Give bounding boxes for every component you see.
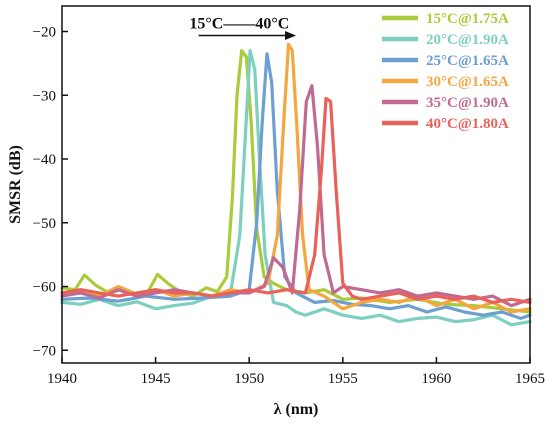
legend-label: 40°C@1.80A [426,116,509,132]
axes: 1940 1945 1950 1955 1960 1965 −70 −60 −50 −40 −30 −… [33,5,545,387]
x-tick-label: 1950 [234,371,264,387]
series-line-5 [60,84,532,308]
x-tick-label: 1940 [47,371,77,387]
annotation-arrow-head [285,31,296,40]
legend-label: 35°C@1.90A [426,95,509,111]
legend-label: 30°C@1.65A [426,74,509,90]
legend: 15°C@1.75A 20°C@1.90A 25°C@1.65A 30°C@1.65A… [382,11,509,132]
annotation: 15°C——40°C [189,16,296,40]
legend-label: 20°C@1.90A [426,32,509,48]
x-tick-label: 1945 [141,371,171,387]
x-tick-label: 1960 [421,371,451,387]
y-tick-label: −40 [33,152,56,168]
x-tick-label: 1955 [328,371,358,387]
series-line-6 [60,96,532,304]
y-tick-label: −20 [33,25,56,41]
y-tick-label: −70 [33,343,56,359]
y-axis-label: SMSR (dB) [7,145,24,224]
y-tick-label: −50 [33,216,56,232]
legend-label: 15°C@1.75A [426,11,509,27]
x-tick-label: 1965 [515,371,545,387]
legend-label: 25°C@1.65A [426,53,509,69]
plot-frame [61,5,531,364]
y-tick-label: −30 [33,88,56,104]
y-tick-label: −60 [33,280,56,296]
temperature-range-annotation: 15°C——40°C [189,16,289,33]
series-layer [60,42,532,327]
x-axis-label: λ (nm) [274,401,319,418]
